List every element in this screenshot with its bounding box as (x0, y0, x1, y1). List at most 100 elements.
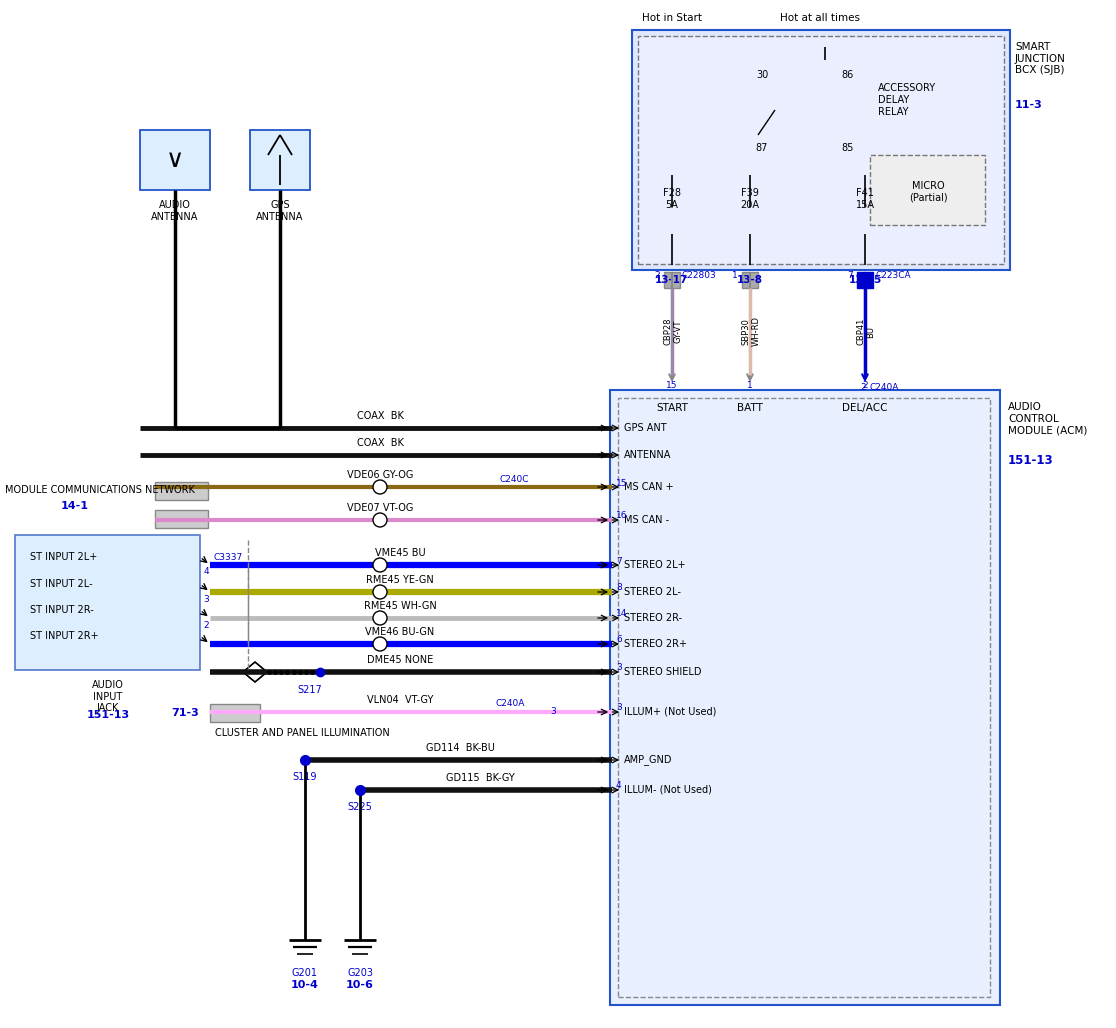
Text: 1: 1 (732, 270, 738, 280)
Text: 2: 2 (860, 383, 866, 393)
Text: BU: BU (866, 326, 875, 337)
Text: F28
5A: F28 5A (663, 188, 681, 210)
Text: DEL/ACC: DEL/ACC (843, 403, 887, 413)
Text: Hot at all times: Hot at all times (780, 13, 860, 23)
Text: ST INPUT 2R+: ST INPUT 2R+ (30, 631, 98, 641)
Circle shape (373, 558, 387, 572)
Text: ACCESSORY
DELAY
RELAY: ACCESSORY DELAY RELAY (878, 83, 936, 116)
Text: 151-13: 151-13 (1008, 454, 1054, 467)
Text: VDE07 VT-OG: VDE07 VT-OG (347, 503, 413, 513)
Text: GPS ANT: GPS ANT (624, 423, 666, 433)
Text: 15: 15 (616, 478, 627, 487)
Text: SMART
JUNCTION
BCX (SJB): SMART JUNCTION BCX (SJB) (1014, 42, 1066, 75)
Text: VME46 BU-GN: VME46 BU-GN (365, 627, 434, 637)
Text: S217: S217 (298, 685, 323, 695)
Text: RME45 WH-GN: RME45 WH-GN (364, 601, 436, 611)
Polygon shape (243, 662, 267, 682)
Text: AMP_GND: AMP_GND (624, 755, 673, 766)
Text: GD114  BK-BU: GD114 BK-BU (425, 743, 494, 752)
Bar (618, 398, 990, 997)
Text: 85: 85 (841, 143, 854, 153)
Text: STEREO 2R+: STEREO 2R+ (624, 639, 687, 649)
Text: 3: 3 (616, 703, 622, 712)
Text: VLN04  VT-GY: VLN04 VT-GY (367, 695, 433, 705)
Bar (745, 207, 756, 233)
Text: 3: 3 (616, 663, 622, 672)
Text: Hot in Start: Hot in Start (642, 13, 702, 23)
Text: CLUSTER AND PANEL ILLUMINATION: CLUSTER AND PANEL ILLUMINATION (215, 728, 389, 738)
Bar (155, 510, 208, 528)
Text: COAX  BK: COAX BK (357, 438, 404, 448)
Text: WH-RD: WH-RD (751, 317, 760, 346)
Circle shape (373, 513, 387, 527)
Bar (155, 482, 208, 500)
Bar (632, 30, 1010, 270)
Text: COAX  BK: COAX BK (357, 411, 404, 421)
Text: C22803: C22803 (682, 270, 716, 280)
Text: GPS
ANTENNA: GPS ANTENNA (257, 200, 304, 222)
Text: F39
20A: F39 20A (741, 188, 760, 210)
Bar (664, 272, 680, 288)
Text: STEREO 2L+: STEREO 2L+ (624, 560, 685, 570)
Text: 6: 6 (616, 635, 622, 645)
Text: DME45 NONE: DME45 NONE (367, 655, 433, 665)
Circle shape (373, 637, 387, 651)
Text: 86: 86 (841, 70, 854, 80)
Text: 15: 15 (666, 381, 677, 390)
Text: G203: G203 (347, 968, 373, 978)
Bar (250, 130, 310, 190)
Text: ST INPUT 2R-: ST INPUT 2R- (30, 605, 94, 615)
Text: 10-6: 10-6 (346, 980, 374, 990)
Text: 4: 4 (203, 567, 209, 577)
Text: START: START (656, 403, 687, 413)
Text: 87: 87 (756, 143, 768, 153)
Text: AUDIO
ANTENNA: AUDIO ANTENNA (152, 200, 199, 222)
Text: S119: S119 (292, 772, 317, 782)
Bar (870, 155, 985, 225)
Text: GD115  BK-GY: GD115 BK-GY (445, 773, 514, 783)
Bar (860, 207, 870, 233)
Text: 1: 1 (747, 381, 753, 390)
Text: 11-3: 11-3 (1014, 100, 1042, 110)
Text: 2: 2 (203, 621, 209, 629)
Text: 14: 14 (616, 610, 627, 619)
Text: 30: 30 (756, 70, 768, 80)
Text: F41
15A: F41 15A (856, 188, 875, 210)
Bar (740, 56, 870, 160)
Text: STEREO 2R-: STEREO 2R- (624, 613, 682, 623)
Text: MS CAN -: MS CAN - (624, 515, 670, 525)
Text: C3337: C3337 (213, 552, 242, 561)
Text: 8: 8 (616, 584, 622, 592)
Bar (667, 207, 677, 233)
Text: 2: 2 (863, 381, 868, 390)
Text: 10-4: 10-4 (291, 980, 319, 990)
Text: C240A: C240A (496, 699, 525, 708)
Text: MICRO
(Partial): MICRO (Partial) (908, 181, 947, 203)
Text: S225: S225 (347, 802, 373, 812)
Circle shape (373, 611, 387, 625)
Circle shape (373, 480, 387, 494)
Text: 4: 4 (616, 781, 622, 791)
Text: G201: G201 (292, 968, 318, 978)
Text: C240A: C240A (870, 383, 899, 393)
Text: 71-3: 71-3 (171, 708, 199, 718)
Text: STEREO SHIELD: STEREO SHIELD (624, 667, 702, 677)
Text: C240C: C240C (500, 476, 529, 484)
Bar (210, 704, 260, 722)
Bar (742, 272, 758, 288)
Text: CBP41: CBP41 (856, 318, 866, 345)
Bar (140, 130, 210, 190)
Bar (15, 535, 200, 670)
Text: 151-13: 151-13 (86, 710, 129, 720)
Bar (638, 36, 1004, 264)
Text: RME45 YE-GN: RME45 YE-GN (366, 575, 434, 585)
Text: 3: 3 (550, 707, 556, 717)
Text: SBP30: SBP30 (741, 318, 750, 345)
Text: 3: 3 (203, 594, 209, 603)
Circle shape (373, 585, 387, 599)
Text: MS CAN +: MS CAN + (624, 482, 674, 492)
Text: 16: 16 (616, 512, 627, 520)
Text: BATT: BATT (737, 403, 763, 413)
Bar (857, 272, 873, 288)
Text: ANTENNA: ANTENNA (624, 450, 672, 460)
